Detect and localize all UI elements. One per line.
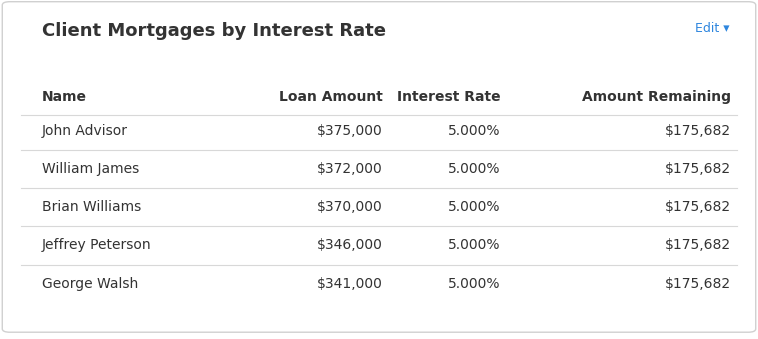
Text: $341,000: $341,000 xyxy=(317,277,383,291)
FancyBboxPatch shape xyxy=(2,2,756,332)
Text: $372,000: $372,000 xyxy=(317,162,383,176)
Text: 5.000%: 5.000% xyxy=(448,123,500,138)
Text: Brian Williams: Brian Williams xyxy=(42,200,141,214)
Text: 5.000%: 5.000% xyxy=(448,162,500,176)
Text: Client Mortgages by Interest Rate: Client Mortgages by Interest Rate xyxy=(42,22,386,40)
Text: Interest Rate: Interest Rate xyxy=(396,90,500,104)
Text: John Advisor: John Advisor xyxy=(42,123,127,138)
Text: $175,682: $175,682 xyxy=(666,238,731,253)
Text: Edit ▾: Edit ▾ xyxy=(694,22,729,35)
Text: $175,682: $175,682 xyxy=(666,277,731,291)
Text: Jeffrey Peterson: Jeffrey Peterson xyxy=(42,238,152,253)
Text: 5.000%: 5.000% xyxy=(448,200,500,214)
Text: Amount Remaining: Amount Remaining xyxy=(582,90,731,104)
Text: $175,682: $175,682 xyxy=(666,200,731,214)
Text: 5.000%: 5.000% xyxy=(448,238,500,253)
Text: George Walsh: George Walsh xyxy=(42,277,138,291)
Text: $346,000: $346,000 xyxy=(317,238,383,253)
Text: $375,000: $375,000 xyxy=(317,123,383,138)
Text: Loan Amount: Loan Amount xyxy=(279,90,383,104)
Text: William James: William James xyxy=(42,162,139,176)
Text: $175,682: $175,682 xyxy=(666,123,731,138)
Text: Name: Name xyxy=(42,90,86,104)
Text: $370,000: $370,000 xyxy=(317,200,383,214)
Text: 5.000%: 5.000% xyxy=(448,277,500,291)
Text: $175,682: $175,682 xyxy=(666,162,731,176)
